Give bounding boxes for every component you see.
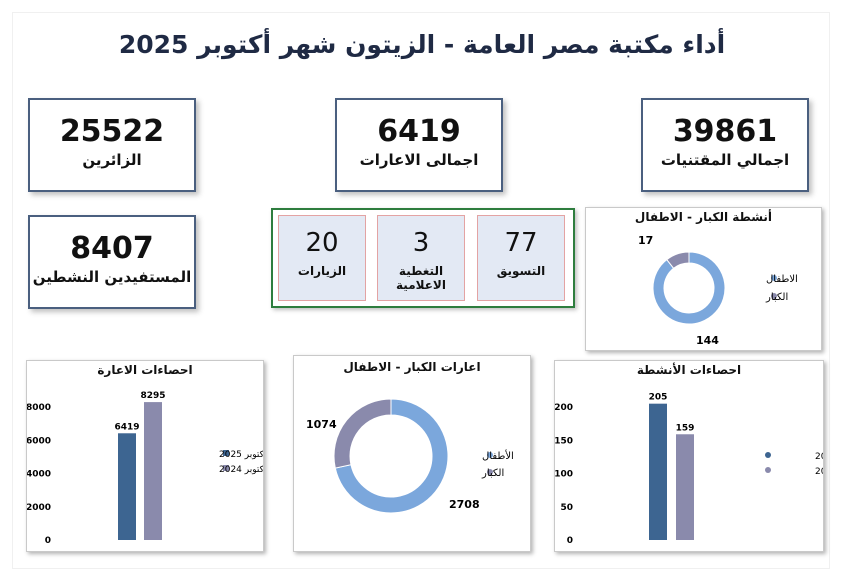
activities-bar-chart: 0 50 100 150 200 205 159 أكتوبر 2025 أكتوبر 20… — [555, 393, 823, 546]
bar-value-label-0: 6419 — [114, 422, 139, 432]
y-tick-label: 150 — [555, 436, 573, 446]
kpi-loans-value: 6419 — [377, 114, 461, 149]
bar-value-label-1: 159 — [676, 423, 695, 433]
y-tick-label: 200 — [555, 403, 573, 413]
stat-visits-value: 20 — [305, 228, 339, 258]
donut-slice-1 — [666, 251, 690, 270]
y-tick-label: 8000 — [27, 403, 51, 413]
bar2-legend-2024-marker — [765, 467, 771, 473]
loans-bar-chart: 0 2000 4000 6000 8000 6419 8295 أكتوبر 2025 أك… — [27, 391, 263, 546]
loans-donut-chart: 2708 1074 الأطفال الكبار — [306, 398, 514, 514]
y-tick-label: 100 — [555, 470, 573, 480]
activities-donut-panel: أنشطة الكبار - الاطفال 144 17 الاطفال ال… — [585, 207, 822, 351]
bar1-legend-2024-marker — [223, 465, 229, 471]
activities-bar-title: احصاءات الأنشطة — [636, 363, 742, 377]
bar2-legend-2024: أكتوبر 2024 — [815, 465, 823, 477]
y-tick-label: 0 — [45, 536, 51, 546]
bar-1 — [144, 402, 162, 540]
donut1-legend-children: الاطفال — [766, 274, 798, 285]
y-tick-label: 2000 — [27, 503, 51, 513]
bar1-legend-2024: أكتوبر 2024 — [219, 463, 263, 475]
loans-donut-panel: اعارات الكبار - الاطفال 2708 1074 الأطفا… — [293, 355, 531, 552]
bar-value-label-1: 8295 — [140, 391, 165, 401]
kpi-acquisitions-value: 39861 — [672, 114, 778, 149]
loans-donut-title: اعارات الكبار - الاطفال — [343, 360, 481, 374]
kpi-loans: 6419 اجمالى الاعارات — [335, 98, 503, 192]
donut-slice-0 — [334, 398, 449, 514]
donut-slice-1 — [333, 398, 392, 469]
activities-bar-panel: احصاءات الأنشطة 0 50 100 150 200 205 159 أكتوب… — [554, 360, 824, 552]
activities-donut-title: أنشطة الكبار - الاطفال — [634, 210, 773, 224]
bar2-legend-2025-marker — [765, 452, 771, 458]
stat-media: 3 التغطية الاعلامية — [377, 215, 465, 301]
kpi-active-label: المستفيدين النشطين — [32, 268, 192, 286]
kpi-visitors: 25522 الزائرين — [28, 98, 196, 192]
stat-media-value: 3 — [412, 228, 430, 258]
loans-bar-title: احصاءات الاعارة — [97, 363, 193, 377]
bar1-legend-2025: أكتوبر 2025 — [219, 448, 263, 460]
stat-marketing: 77 التسويق — [477, 215, 565, 301]
donut1-legend-adults: الكبار — [765, 292, 788, 303]
stat-media-label: التغطية الاعلامية — [396, 264, 446, 292]
donut2-legend-children: الأطفال — [482, 449, 514, 462]
y-tick-label: 4000 — [27, 470, 51, 480]
y-tick-label: 0 — [567, 536, 573, 546]
donut2-legend-adults: الكبار — [481, 468, 504, 479]
kpi-acquisitions-label: اجمالي المقتنيات — [660, 151, 790, 169]
donut-slice-0 — [652, 251, 726, 325]
bar-1 — [676, 434, 694, 540]
stat-marketing-label: التسويق — [496, 264, 546, 278]
bar-0 — [649, 403, 667, 540]
activities-donut-chart: 144 17 الاطفال الكبار — [638, 234, 798, 347]
donut2-legend-adults-marker — [487, 469, 493, 475]
page-title: أداء مكتبة مصر العامة - الزيتون شهر أكتو… — [118, 30, 726, 59]
bar1-legend-2025-marker — [223, 450, 229, 456]
kpi-visitors-label: الزائرين — [82, 151, 142, 169]
kpi-active-value: 8407 — [70, 231, 154, 266]
kpi-loans-label: اجمالى الاعارات — [359, 151, 479, 169]
donut2-value-adults: 1074 — [306, 418, 337, 431]
bar-0 — [118, 433, 136, 540]
loans-bar-panel: احصاءات الاعارة 0 2000 4000 6000 8000 6419 829… — [26, 360, 264, 552]
y-tick-label: 6000 — [27, 436, 51, 446]
kpi-visitors-value: 25522 — [59, 114, 165, 149]
donut2-value-children: 2708 — [449, 498, 480, 511]
donut1-legend-children-marker — [771, 275, 777, 281]
kpi-acquisitions: 39861 اجمالي المقتنيات — [641, 98, 809, 192]
stat-marketing-value: 77 — [504, 228, 538, 258]
donut1-value-adults: 17 — [638, 234, 653, 247]
donut1-value-children: 144 — [696, 334, 719, 347]
donut2-legend-children-marker — [487, 452, 493, 458]
bar-value-label-0: 205 — [649, 393, 668, 403]
dashboard-frame — [12, 12, 830, 569]
stat-visits-label: الزيارات — [297, 264, 347, 278]
bar2-legend-2025: أكتوبر 2025 — [815, 450, 823, 462]
kpi-active-beneficiaries: 8407 المستفيدين النشطين — [28, 215, 196, 309]
stat-visits: 20 الزيارات — [278, 215, 366, 301]
stats-group: 20 الزيارات 3 التغطية الاعلامية 77 التسو… — [271, 208, 575, 308]
donut1-legend-adults-marker — [771, 293, 777, 299]
y-tick-label: 50 — [560, 503, 573, 513]
